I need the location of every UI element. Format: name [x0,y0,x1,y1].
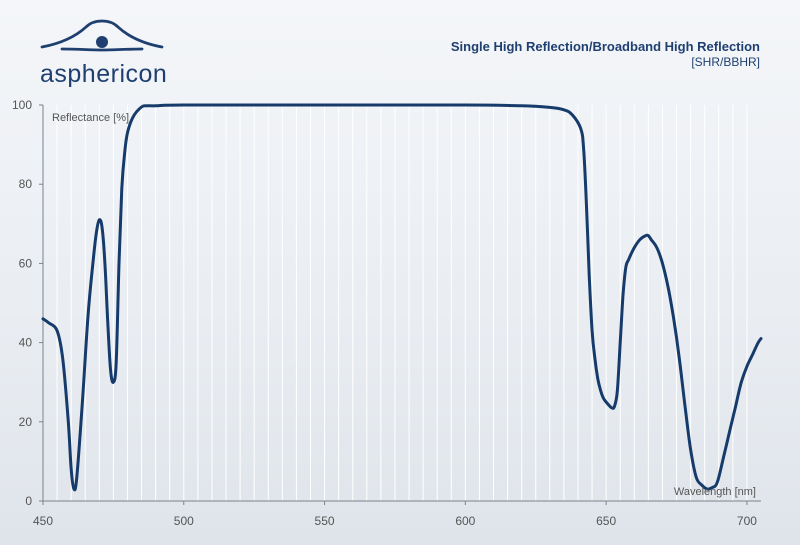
y-tick-label: 60 [19,256,33,270]
x-tick-label: 450 [33,514,53,528]
y-tick-label: 80 [19,177,33,191]
y-tick-label: 0 [25,494,32,508]
axes [39,105,761,505]
x-axis-label: Wavelength [nm] [674,486,756,498]
grid [57,105,747,501]
x-tick-label: 700 [737,514,757,528]
y-tick-label: 100 [12,98,32,112]
y-tick-label: 40 [19,336,33,350]
x-tick-label: 650 [596,514,616,528]
y-tick-label: 20 [19,415,33,429]
reflectance-curve [43,105,761,490]
chart-title: Single High Reflection/Broadband High Re… [451,39,760,54]
x-tick-label: 550 [315,514,335,528]
x-tick-label: 500 [174,514,194,528]
logo-eye-icon [42,21,162,50]
x-tick-label: 600 [455,514,475,528]
chart-subtitle: [SHR/BBHR] [691,55,760,69]
brand-logo-text: asphericon [40,60,167,89]
y-axis-label: Reflectance [%] [52,112,129,124]
